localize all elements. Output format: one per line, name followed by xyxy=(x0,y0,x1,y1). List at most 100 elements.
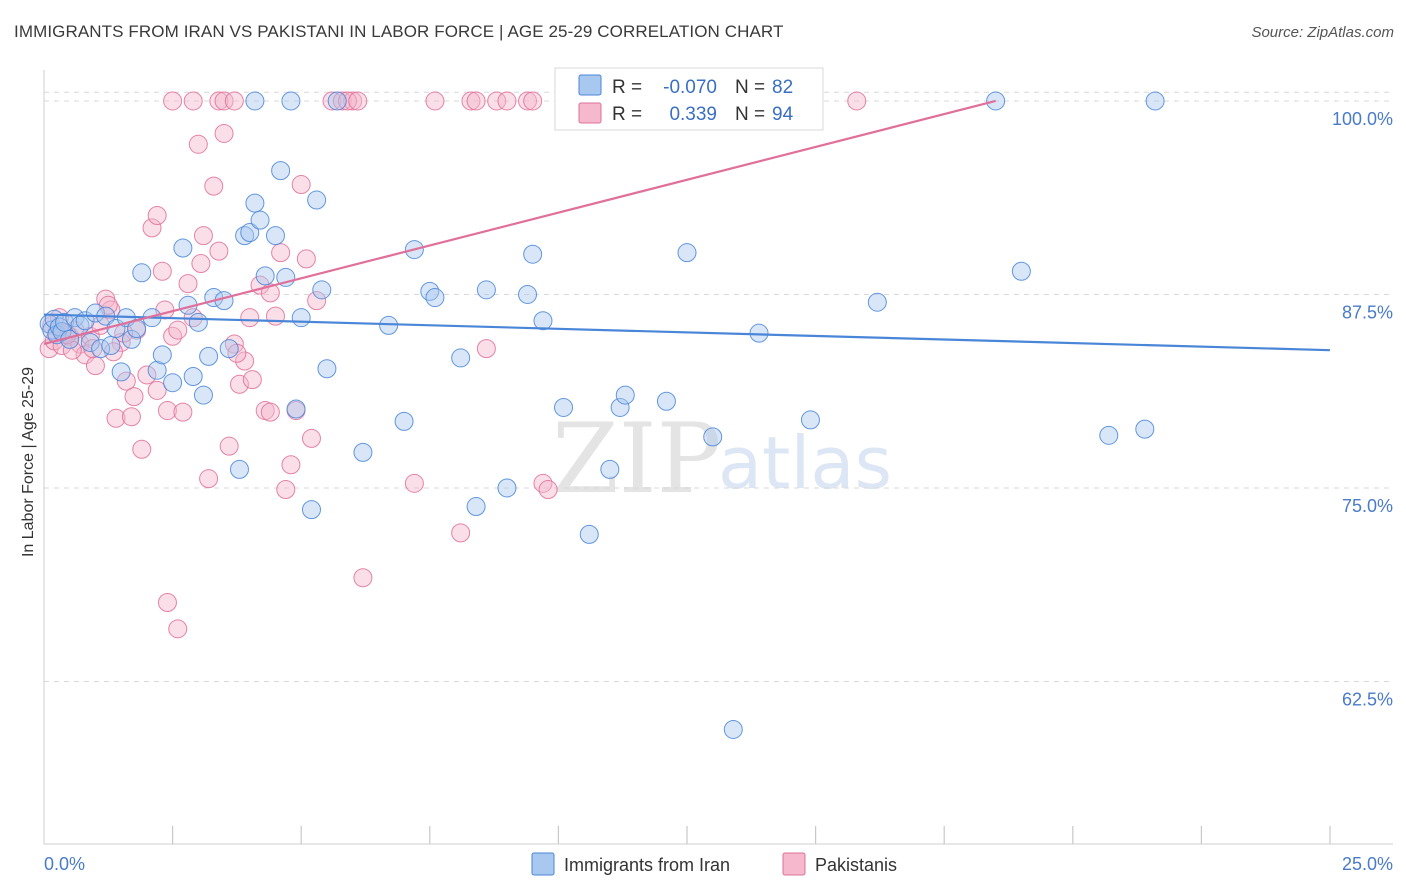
iran-point-58 xyxy=(476,280,496,300)
iran-point-62 xyxy=(533,311,553,331)
pakistani-point-72 xyxy=(209,91,229,111)
source-label: Source: ZipAtlas.com xyxy=(1251,24,1394,41)
pakistani-point-62 xyxy=(476,339,496,359)
iran-point-11 xyxy=(80,332,100,352)
legend-r-value-pink: 0.339 xyxy=(669,104,717,125)
x-tick-label-max: 25.0% xyxy=(1342,854,1393,874)
y-tick-label-2: 87.5% xyxy=(1342,302,1393,322)
iran-point-77 xyxy=(1135,419,1155,439)
legend-n-value-pink: 94 xyxy=(772,104,794,125)
bottom-legend-swatch-pink xyxy=(782,852,806,876)
pakistani-point-19 xyxy=(121,407,141,427)
y-tick-label-0: 62.5% xyxy=(1342,689,1393,709)
y-tick-label-3: 100.0% xyxy=(1332,109,1393,129)
watermark-zip: ZIP xyxy=(552,403,721,515)
legend-r-value-blue: -0.070 xyxy=(663,77,717,98)
pakistani-point-52 xyxy=(296,249,316,269)
pakistani-point-66 xyxy=(538,480,558,500)
iran-point-82 xyxy=(1145,91,1165,111)
iran-point-44 xyxy=(286,399,306,419)
iran-point-36 xyxy=(235,226,255,246)
iran-point-38 xyxy=(245,193,265,213)
pakistani-point-64 xyxy=(518,91,538,111)
pakistani-point-25 xyxy=(152,261,172,281)
iran-point-61 xyxy=(523,244,543,264)
iran-point-74 xyxy=(867,292,887,312)
iran-point-29 xyxy=(188,312,208,332)
pakistani-point-47 xyxy=(271,243,291,263)
pakistani-point-61 xyxy=(461,91,481,111)
pakistani-point-26 xyxy=(157,401,177,421)
legend-swatch-pink xyxy=(578,102,602,124)
pakistani-point-35 xyxy=(204,176,224,196)
pakistani-point-69 xyxy=(147,206,167,226)
iran-point-67 xyxy=(615,385,635,405)
iran-point-26 xyxy=(173,238,193,258)
bottom-legend-label-blue: Immigrants from Iran xyxy=(564,855,730,875)
legend-n-label-pink: N = xyxy=(735,104,765,125)
pakistani-point-38 xyxy=(219,436,239,456)
pakistani-point-55 xyxy=(322,91,342,111)
pakistani-point-33 xyxy=(193,226,213,246)
pakistani-point-41 xyxy=(235,351,255,371)
iran-point-78 xyxy=(245,91,265,111)
iran-point-17 xyxy=(111,362,131,382)
iran-point-23 xyxy=(147,360,167,380)
iran-point-60 xyxy=(518,284,538,304)
series-legend: Immigrants from Iran Pakistanis xyxy=(531,852,897,876)
pakistani-point-57 xyxy=(343,91,363,111)
iran-point-57 xyxy=(466,497,486,517)
y-tick-label-1: 75.0% xyxy=(1342,496,1393,516)
iran-point-71 xyxy=(723,719,743,739)
iran-point-79 xyxy=(281,91,301,111)
pakistani-point-88 xyxy=(124,387,144,407)
pakistani-point-34 xyxy=(199,469,219,489)
y-tick-labels: 62.5% 75.0% 87.5% 100.0% xyxy=(1332,109,1393,710)
iran-point-47 xyxy=(307,190,327,210)
iran-point-34 xyxy=(219,339,239,359)
pakistani-point-49 xyxy=(281,455,301,475)
pakistani-point-51 xyxy=(291,175,311,195)
pakistani-point-36 xyxy=(209,241,229,261)
iran-point-68 xyxy=(656,391,676,411)
bottom-legend-label-pink: Pakistanis xyxy=(815,855,897,875)
pakistani-point-60 xyxy=(451,523,471,543)
pakistani-point-23 xyxy=(142,218,162,238)
iran-point-19 xyxy=(121,329,141,349)
iran-point-30 xyxy=(193,385,213,405)
iran-point-37 xyxy=(240,223,260,243)
iran-point-41 xyxy=(265,226,285,246)
pakistani-point-65 xyxy=(533,473,553,493)
pakistani-point-59 xyxy=(404,473,424,493)
iran-point-76 xyxy=(1099,425,1119,445)
pakistani-point-76 xyxy=(348,91,368,111)
iran-point-35 xyxy=(229,459,249,479)
pakistani-point-27 xyxy=(163,326,183,346)
pakistani-point-21 xyxy=(132,439,152,459)
iran-point-42 xyxy=(271,161,291,181)
iran-point-39 xyxy=(250,210,270,230)
stats-legend: R = -0.070 N = 82 R = 0.339 N = 94 xyxy=(554,67,824,131)
iran-point-51 xyxy=(379,315,399,335)
x-tick-label-min: 0.0% xyxy=(44,854,85,874)
pakistani-point-40 xyxy=(229,374,249,394)
series-immigrants-from-iran xyxy=(39,91,1165,739)
pakistani-point-22 xyxy=(137,365,157,385)
pakistani-point-29 xyxy=(173,402,193,422)
iran-point-45 xyxy=(291,308,311,328)
iran-point-75 xyxy=(1011,261,1031,281)
pakistani-point-42 xyxy=(240,308,260,328)
bottom-legend-swatch-blue xyxy=(531,852,555,876)
iran-point-69 xyxy=(677,243,697,263)
pakistani-point-46 xyxy=(265,306,285,326)
pakistani-point-80 xyxy=(523,91,543,111)
legend-r-label-pink: R = xyxy=(612,104,642,125)
pakistani-point-58 xyxy=(353,568,373,588)
iran-point-13 xyxy=(91,339,111,359)
iran-point-59 xyxy=(497,478,517,498)
trend-line-pakistanis xyxy=(43,99,996,346)
iran-point-25 xyxy=(163,373,183,393)
pakistani-point-53 xyxy=(301,428,321,448)
iran-point-80 xyxy=(327,91,347,111)
trend-line-iran xyxy=(43,313,1331,352)
